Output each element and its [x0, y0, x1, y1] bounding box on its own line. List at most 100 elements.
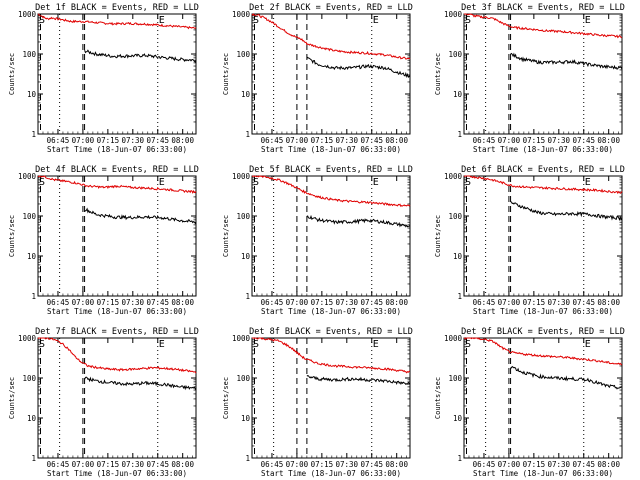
x-tick-label: 07:15 [311, 298, 334, 307]
start-marker-label: S [465, 339, 471, 350]
panel-7: Det 7f BLACK = Events, RED = LLD 1 10 100 10… [8, 327, 199, 478]
series-events-black [84, 376, 197, 391]
x-tick-label: 07:45 [572, 136, 595, 145]
y-tick-label: 1 [31, 454, 36, 463]
end-marker-label: E [373, 177, 379, 188]
panel-title: Det 5f BLACK = Events, RED = LLD [249, 165, 413, 175]
y-tick-label: 100 [22, 212, 36, 221]
series-events-black [306, 214, 411, 228]
series-lld-red [252, 337, 411, 374]
x-tick-label: 07:45 [360, 460, 383, 469]
y-tick-label: 100 [448, 50, 462, 59]
x-axis-label: Start Time (18-Jun-07 06:33:00) [473, 469, 613, 478]
y-tick-label: 1000 [232, 10, 251, 19]
x-tick-label: 07:15 [523, 298, 546, 307]
plot-frame [251, 337, 411, 459]
x-tick-label: 07:15 [97, 136, 120, 145]
y-tick-label: 1000 [444, 334, 463, 343]
x-axis-label: Start Time (18-Jun-07 06:33:00) [47, 307, 187, 316]
y-tick-label: 100 [22, 50, 36, 59]
x-axis-label: Start Time (18-Jun-07 06:33:00) [261, 307, 401, 316]
x-tick-label: 07:00 [72, 136, 95, 145]
panel-title: Det 2f BLACK = Events, RED = LLD [249, 3, 413, 13]
panel-4: Det 4f BLACK = Events, RED = LLD 1 10 100 10… [8, 165, 199, 316]
series-lld-red [463, 175, 623, 195]
x-tick-label: 07:30 [122, 298, 145, 307]
y-tick-label: 100 [236, 374, 250, 383]
y-tick-label: 1 [245, 292, 250, 301]
x-tick-label: 08:00 [597, 298, 620, 307]
y-tick-label: 1000 [18, 172, 37, 181]
series-events-black [84, 49, 197, 63]
x-tick-label: 07:45 [572, 298, 595, 307]
x-tick-label: 06:45 [47, 460, 70, 469]
x-tick-label: 06:45 [261, 298, 284, 307]
y-tick-label: 100 [236, 212, 250, 221]
panel-title: Det 6f BLACK = Events, RED = LLD [461, 165, 625, 175]
end-marker-label: E [159, 177, 165, 188]
x-tick-label: 07:15 [523, 460, 546, 469]
x-tick-label: 06:45 [261, 136, 284, 145]
series-lld-red [251, 175, 411, 208]
x-axis-label: Start Time (18-Jun-07 06:33:00) [473, 145, 613, 154]
y-axis-label: Counts/sec [222, 377, 230, 419]
x-tick-label: 07:00 [286, 136, 309, 145]
y-tick-label: 1000 [232, 172, 251, 181]
series-lld-red [464, 13, 623, 39]
series-events-black [306, 375, 411, 386]
y-tick-label: 10 [241, 414, 251, 423]
y-axis-label: Counts/sec [434, 215, 442, 257]
x-axis-label: Start Time (18-Jun-07 06:33:00) [473, 307, 613, 316]
plot-frame [463, 175, 623, 297]
x-tick-label: 07:00 [72, 298, 95, 307]
panel-5: Det 5f BLACK = Events, RED = LLD 1 10 100 10… [222, 165, 413, 316]
x-tick-label: 07:45 [146, 460, 169, 469]
series-lld-red [251, 13, 411, 60]
series-lld-red [37, 13, 197, 30]
y-tick-label: 10 [27, 252, 37, 261]
series-events-black [510, 52, 623, 70]
y-axis-label: Counts/sec [8, 53, 16, 95]
start-marker-label: S [465, 15, 471, 26]
x-tick-label: 07:30 [336, 460, 359, 469]
x-tick-label: 07:30 [548, 460, 571, 469]
y-tick-label: 1000 [232, 334, 251, 343]
x-tick-label: 08:00 [385, 460, 408, 469]
y-tick-label: 10 [27, 90, 37, 99]
x-axis-label: Start Time (18-Jun-07 06:33:00) [261, 469, 401, 478]
x-tick-label: 06:45 [473, 460, 496, 469]
end-marker-label: E [373, 339, 379, 350]
x-tick-label: 07:00 [72, 460, 95, 469]
panel-title: Det 8f BLACK = Events, RED = LLD [249, 327, 413, 337]
x-tick-label: 08:00 [171, 460, 194, 469]
panel-title: Det 7f BLACK = Events, RED = LLD [35, 327, 199, 337]
panel-title: Det 3f BLACK = Events, RED = LLD [461, 3, 625, 13]
x-tick-label: 08:00 [385, 136, 408, 145]
end-marker-label: E [585, 339, 591, 350]
y-tick-label: 10 [453, 252, 463, 261]
x-tick-label: 07:30 [336, 298, 359, 307]
y-axis-label: Counts/sec [434, 377, 442, 419]
x-tick-label: 07:00 [498, 136, 521, 145]
y-tick-label: 1 [457, 292, 462, 301]
series-events-black [510, 201, 623, 221]
start-marker-label: S [253, 15, 259, 26]
x-tick-label: 07:15 [523, 136, 546, 145]
plot-frame [37, 175, 197, 297]
y-axis-label: Counts/sec [8, 377, 16, 419]
panel-2: Det 2f BLACK = Events, RED = LLD 1 10 100 10… [222, 3, 413, 154]
x-tick-label: 08:00 [385, 298, 408, 307]
end-marker-label: E [159, 339, 165, 350]
x-tick-label: 06:45 [473, 298, 496, 307]
y-tick-label: 1 [31, 292, 36, 301]
end-marker-label: E [159, 15, 165, 26]
x-tick-label: 07:30 [548, 136, 571, 145]
start-marker-label: S [39, 339, 45, 350]
series-lld-red [37, 337, 197, 374]
start-marker-label: S [39, 177, 45, 188]
y-tick-label: 10 [241, 90, 251, 99]
end-marker-label: E [373, 15, 379, 26]
x-tick-label: 08:00 [171, 136, 194, 145]
x-tick-label: 07:15 [311, 460, 334, 469]
